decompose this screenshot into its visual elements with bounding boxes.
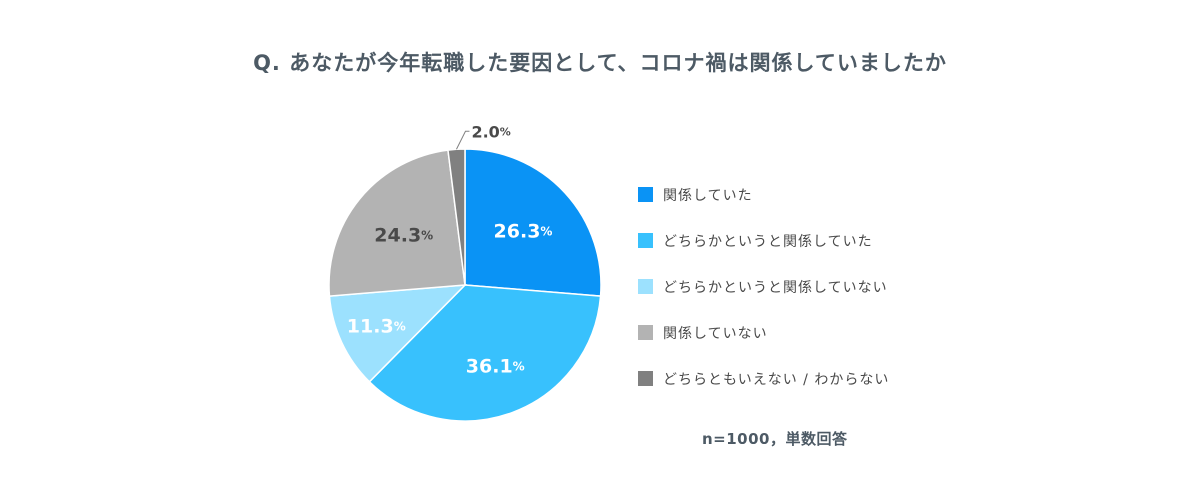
pie-slice-3 [328,284,467,383]
legend-label: 関係していた [663,187,753,204]
pie-slice-1 [464,148,602,297]
data-label-5: 2.0% [471,122,510,141]
data-label-3: 11.3% [347,315,406,337]
legend-label: どちらかというと関係していない [663,279,888,296]
legend-swatch [638,279,653,294]
legend-swatch [638,187,653,202]
legend: 関係していたどちらかというと関係していた どちらかというと関係していない 関係してい… [638,183,889,413]
legend-item-4: 関係していない [638,321,889,344]
legend-item-2: どちらかというと関係していた [638,229,889,252]
data-label-2: 36.1% [466,356,525,378]
legend-label: どちらともいえない / わからない [663,371,890,388]
legend-item-1: 関係していた [638,183,889,206]
data-label-1: 26.3% [494,221,553,243]
sample-note: n=1000，単数回答 [702,430,848,448]
legend-swatch [638,371,653,386]
legend-label: 関係していない [663,325,768,342]
chart-title: Q. あなたが今年転職した要因として、コロナ禍は関係していましたか [253,51,947,75]
legend-label: どちらかというと関係していた [663,233,873,250]
legend-item-5: どちらともいえない / わからない [638,367,889,390]
legend-item-3: どちらかというと関係していない [638,275,889,298]
pie-slice-4 [328,149,466,297]
legend-swatch [638,233,653,248]
leader-line [456,130,470,150]
legend-swatch [638,325,653,340]
data-label-4: 24.3% [374,224,433,246]
pie-slice-2 [368,284,602,422]
